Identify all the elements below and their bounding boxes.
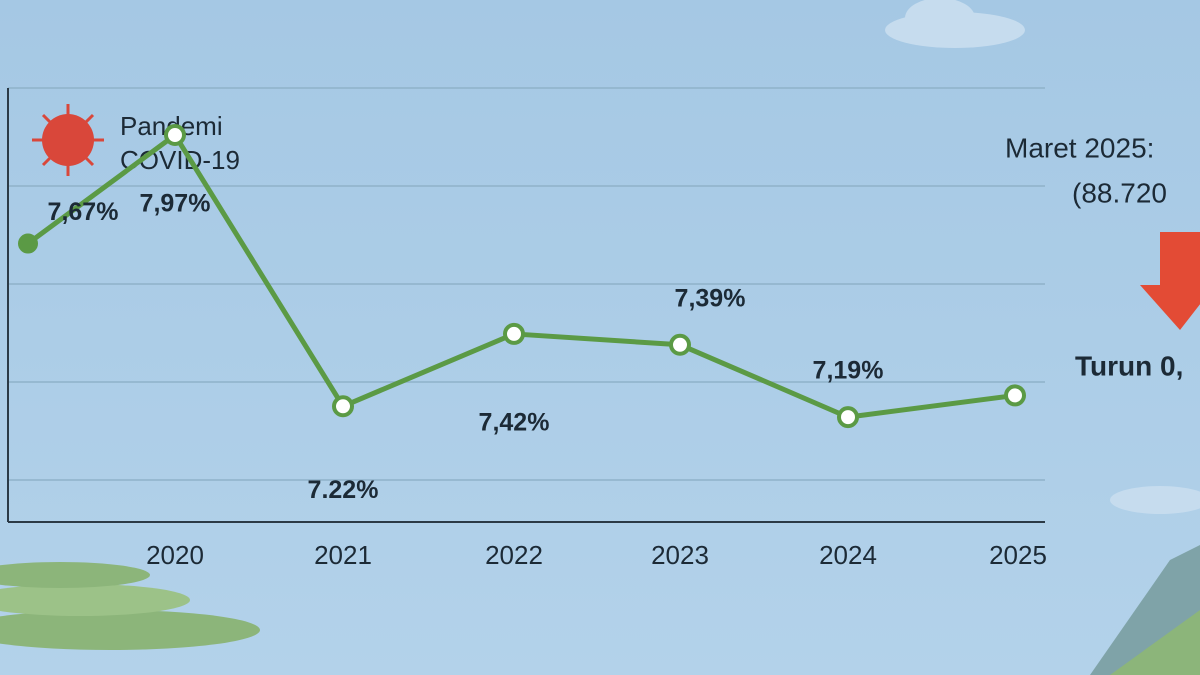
x-tick-label: 2025	[989, 540, 1047, 570]
x-tick-label: 2024	[819, 540, 877, 570]
x-tick-label: 2021	[314, 540, 372, 570]
data-point	[164, 124, 186, 147]
data-point	[18, 233, 38, 254]
x-tick-label: 2022	[485, 540, 543, 570]
data-point	[332, 395, 354, 418]
data-point	[669, 333, 691, 356]
annotation: Turun 0,	[1075, 350, 1183, 381]
value-label: 7,97%	[140, 190, 211, 218]
value-label: 7,42%	[479, 409, 550, 437]
virus-icon	[32, 104, 104, 176]
data-point	[1004, 384, 1026, 407]
annotation: (88.720	[1072, 177, 1167, 208]
clouds	[885, 0, 1200, 514]
value-label: 7,39%	[675, 284, 746, 312]
hills	[0, 545, 1200, 675]
value-label: 7,67%	[48, 198, 119, 226]
value-label: 7.22%	[308, 476, 379, 504]
x-tick-label: 2023	[651, 540, 709, 570]
grid	[8, 87, 1045, 481]
data-point	[503, 322, 525, 345]
data-point	[837, 406, 859, 429]
annotation: Maret 2025:	[1005, 132, 1154, 163]
down-arrow	[1140, 232, 1200, 330]
x-tick-label: 2020	[146, 540, 204, 570]
value-label: 7,19%	[813, 357, 884, 385]
